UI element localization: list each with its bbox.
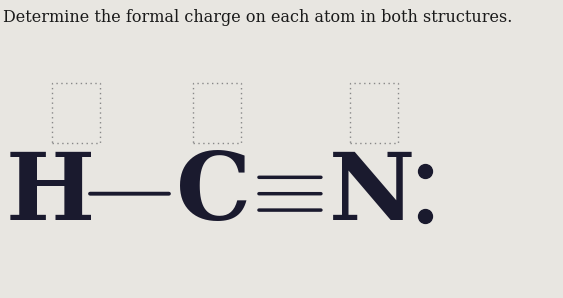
Text: C: C bbox=[176, 149, 252, 239]
Text: H: H bbox=[6, 149, 95, 239]
Bar bbox=[350, 83, 399, 143]
Bar bbox=[193, 83, 241, 143]
Bar bbox=[52, 83, 100, 143]
Text: Determine the formal charge on each atom in both structures.: Determine the formal charge on each atom… bbox=[3, 9, 512, 26]
Text: N: N bbox=[328, 149, 415, 239]
